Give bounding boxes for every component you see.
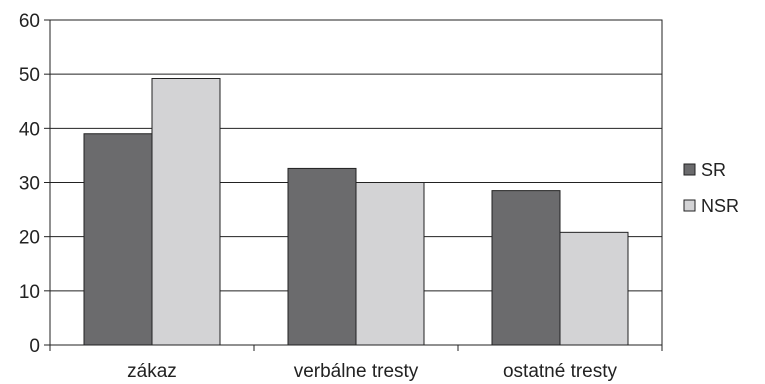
legend-swatch-nsr: [683, 199, 696, 212]
x-axis-labels: zákaz verbálne tresty ostatné tresty: [127, 361, 617, 382]
bar-nsr-1: [355, 182, 425, 346]
bar-sr-1: [287, 167, 357, 346]
y-tick-label: 50: [19, 65, 40, 86]
x-category-label: ostatné tresty: [503, 361, 618, 382]
y-tick-label: 30: [19, 174, 40, 195]
legend: SR NSR: [683, 160, 739, 216]
y-tick-label: 20: [19, 228, 40, 249]
y-tick-label: 0: [29, 336, 40, 357]
legend-label-nsr: NSR: [701, 196, 739, 216]
y-tick-label: 40: [19, 119, 40, 140]
y-tick-label: 10: [19, 282, 40, 303]
bar-nsr-0: [151, 78, 221, 346]
y-tick-label: 60: [19, 11, 40, 32]
x-category-label: zákaz: [127, 361, 177, 382]
x-category-label: verbálne tresty: [294, 361, 419, 382]
axes: [49, 20, 663, 351]
bar-sr-0: [83, 133, 153, 346]
y-axis-ticks: 0 10 20 30 40 50 60: [19, 11, 50, 357]
bar-sr-2: [491, 190, 561, 346]
bar-nsr-2: [559, 231, 629, 346]
legend-label-sr: SR: [701, 160, 726, 180]
bars: [83, 78, 629, 346]
legend-swatch-sr: [683, 163, 696, 176]
